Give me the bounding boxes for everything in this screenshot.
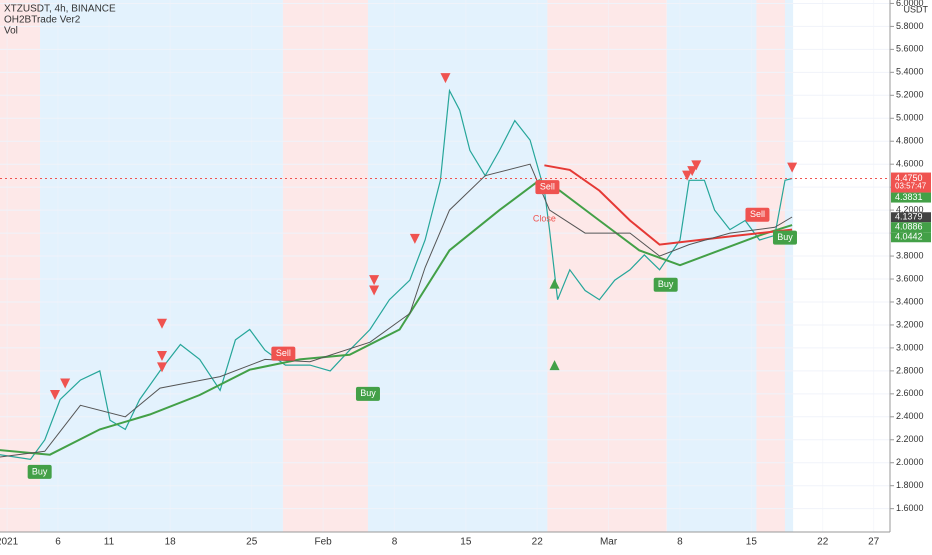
x-tick-label: 27 [868,537,880,548]
y-tick-label: 3.0000 [896,342,924,352]
price-label-box [891,192,931,203]
price-label: 4.0886 [895,222,923,232]
series-line [0,88,793,460]
x-tick-label: 15 [460,537,472,548]
chart-title: XTZUSDT, 4h, BINANCE [4,4,116,15]
sell-marker [787,162,798,173]
price-label-box [891,232,931,243]
series-line [544,164,793,246]
y-tick-label: 4.8000 [896,136,924,146]
sell-marker [687,166,698,177]
price-label-box [891,212,931,223]
signal-box [27,464,52,479]
signal-label: Buy [658,279,674,289]
x-tick-label: 8 [392,537,398,548]
signal-box [772,230,797,245]
y-tick-label: 5.0000 [896,113,924,123]
x-tick-label: 8 [677,537,683,548]
x-tick-label: Mar [600,537,618,548]
trend-region [547,0,667,532]
y-tick-label: 5.8000 [896,21,924,31]
trend-region [40,0,283,532]
series-line [0,163,793,458]
y-tick-label: 5.4000 [896,67,924,77]
sell-marker [60,378,71,389]
signal-box [355,386,380,401]
sell-marker [682,170,693,181]
price-label-box [891,222,931,233]
x-tick-label: 15 [746,537,758,548]
plot-area: Buy Sell Buy Sell Buy Sell Buy Close [0,0,890,532]
x-tick-label: 25 [246,537,258,548]
signal-label: Sell [276,348,291,358]
x-tick-label: Feb [314,537,332,548]
trend-region [367,0,548,532]
sell-marker [49,389,60,400]
signal-label: Buy [360,388,376,398]
signal-box [535,180,560,195]
x-tick-label: 18 [165,537,177,548]
x-tick-label: 22 [532,537,544,548]
current-price-label: 4.4750 [895,173,923,183]
y-tick-label: 3.4000 [896,296,924,306]
y-tick-label: 1.6000 [896,503,924,513]
y-tick-label: 3.2000 [896,319,924,329]
y-tick-label: 5.6000 [896,44,924,54]
signal-box [271,346,296,361]
price-label: 4.0442 [895,232,923,242]
signal-label: Buy [32,466,48,476]
y-tick-label: 2.8000 [896,365,924,375]
y-tick-label: 2.4000 [896,411,924,421]
y-tick-label: 6.0000 [896,0,924,8]
sell-marker [369,275,380,286]
close-note: Close [533,214,556,224]
buy-marker [549,360,560,371]
sell-marker [440,73,451,84]
sell-marker [157,362,168,373]
y-tick-label: 3.6000 [896,273,924,283]
y-tick-label: 4.2000 [896,205,924,215]
sell-marker [157,318,168,329]
trend-region [666,0,757,532]
trend-region [282,0,368,532]
indicator-label: Vol [4,26,18,37]
series-line [0,179,793,456]
signal-box [745,207,770,222]
y-tick-label: 2.2000 [896,434,924,444]
indicator-label: OH2BTrade Ver2 [4,15,81,26]
y-tick-label: 5.2000 [896,90,924,100]
countdown: 03:57:47 [895,182,927,191]
sell-marker [409,233,420,244]
signal-box [653,277,678,292]
signal-label: Sell [540,182,555,192]
x-tick-label: 22 [817,537,829,548]
price-label: 4.3831 [895,192,923,202]
y-tick-label: 2.6000 [896,388,924,398]
trend-region [756,0,785,532]
currency-label: USDT [904,4,929,14]
y-tick-label: 3.8000 [896,250,924,260]
sell-marker [691,160,702,171]
price-label: 4.1379 [895,212,923,222]
x-tick-label: 11 [104,537,115,548]
trend-region [784,0,794,532]
buy-marker [549,278,560,289]
sell-marker [157,350,168,361]
y-tick-label: 1.8000 [896,480,924,490]
x-tick-label: 6 [55,537,61,548]
y-tick-label: 4.6000 [896,159,924,169]
x-tick-label: 2021 [0,537,19,548]
sell-marker [369,285,380,296]
current-price-box [891,172,931,193]
y-tick-label: 2.0000 [896,457,924,467]
signal-label: Buy [777,232,793,242]
signal-label: Sell [750,209,765,219]
